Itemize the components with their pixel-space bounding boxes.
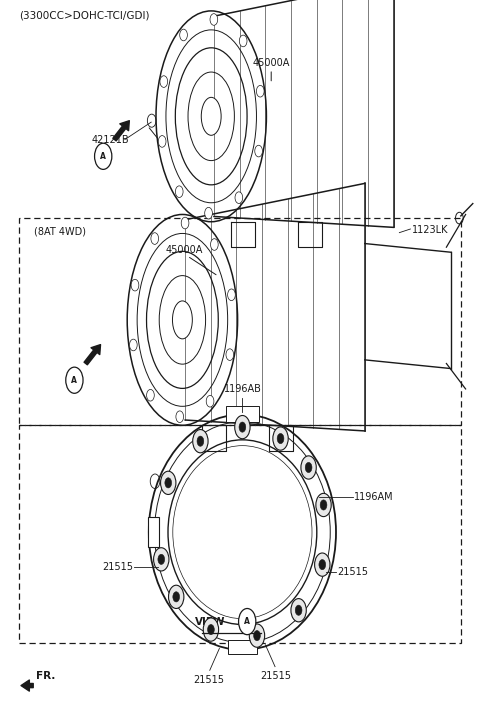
Circle shape bbox=[320, 500, 327, 510]
Text: 45000A: 45000A bbox=[166, 245, 203, 255]
Text: (3300CC>DOHC-TCI/GDI): (3300CC>DOHC-TCI/GDI) bbox=[19, 11, 150, 21]
Circle shape bbox=[291, 598, 306, 622]
Circle shape bbox=[181, 217, 189, 229]
Circle shape bbox=[151, 233, 158, 244]
Circle shape bbox=[235, 192, 243, 204]
Circle shape bbox=[239, 422, 246, 432]
Circle shape bbox=[192, 430, 208, 453]
Circle shape bbox=[305, 462, 312, 473]
Text: 21515: 21515 bbox=[102, 562, 133, 572]
Text: 21515: 21515 bbox=[261, 671, 291, 681]
Circle shape bbox=[168, 585, 184, 608]
Circle shape bbox=[180, 29, 187, 41]
Circle shape bbox=[255, 145, 263, 157]
Text: 1196AB: 1196AB bbox=[224, 384, 261, 394]
Text: (8AT 4WD): (8AT 4WD) bbox=[34, 227, 85, 237]
Circle shape bbox=[226, 349, 234, 361]
Circle shape bbox=[249, 624, 264, 647]
Circle shape bbox=[158, 136, 166, 148]
Text: 1123LK: 1123LK bbox=[412, 225, 448, 236]
Text: VIEW: VIEW bbox=[195, 616, 226, 627]
Circle shape bbox=[235, 415, 250, 438]
Ellipse shape bbox=[201, 97, 221, 135]
FancyBboxPatch shape bbox=[148, 517, 158, 547]
Circle shape bbox=[204, 207, 212, 219]
Text: 21515: 21515 bbox=[193, 675, 224, 685]
Circle shape bbox=[228, 289, 235, 300]
FancyBboxPatch shape bbox=[226, 406, 259, 422]
Circle shape bbox=[158, 554, 165, 564]
FancyArrowPatch shape bbox=[84, 345, 100, 365]
Text: 1196AM: 1196AM bbox=[354, 492, 394, 502]
Circle shape bbox=[295, 605, 302, 615]
Text: 45000A: 45000A bbox=[252, 58, 290, 68]
Ellipse shape bbox=[172, 301, 192, 339]
Circle shape bbox=[160, 471, 176, 494]
Text: FR.: FR. bbox=[36, 671, 55, 681]
Circle shape bbox=[175, 186, 183, 198]
Text: A: A bbox=[100, 152, 106, 161]
Circle shape bbox=[256, 85, 264, 97]
Circle shape bbox=[239, 608, 256, 635]
Circle shape bbox=[207, 624, 214, 635]
Circle shape bbox=[206, 395, 214, 407]
Circle shape bbox=[253, 630, 260, 640]
Circle shape bbox=[301, 456, 316, 479]
Circle shape bbox=[154, 547, 169, 571]
Circle shape bbox=[273, 427, 288, 450]
Circle shape bbox=[210, 14, 218, 25]
Circle shape bbox=[176, 411, 183, 422]
Text: 21515: 21515 bbox=[337, 567, 368, 577]
Text: 42121B: 42121B bbox=[91, 134, 129, 145]
Circle shape bbox=[203, 618, 218, 641]
Circle shape bbox=[277, 433, 284, 443]
FancyArrowPatch shape bbox=[21, 680, 33, 691]
Circle shape bbox=[95, 143, 112, 169]
Text: A: A bbox=[244, 617, 250, 626]
Circle shape bbox=[197, 436, 204, 446]
FancyBboxPatch shape bbox=[228, 640, 257, 654]
Circle shape bbox=[160, 76, 168, 87]
Circle shape bbox=[319, 560, 325, 570]
Circle shape bbox=[316, 494, 331, 517]
Circle shape bbox=[173, 592, 180, 602]
Circle shape bbox=[130, 340, 137, 351]
Circle shape bbox=[165, 478, 171, 488]
Circle shape bbox=[314, 553, 330, 577]
Circle shape bbox=[211, 238, 218, 250]
Circle shape bbox=[146, 390, 154, 401]
Circle shape bbox=[240, 35, 247, 47]
FancyArrowPatch shape bbox=[113, 121, 129, 141]
Text: A: A bbox=[72, 376, 77, 385]
Circle shape bbox=[66, 367, 83, 393]
Circle shape bbox=[131, 279, 139, 291]
